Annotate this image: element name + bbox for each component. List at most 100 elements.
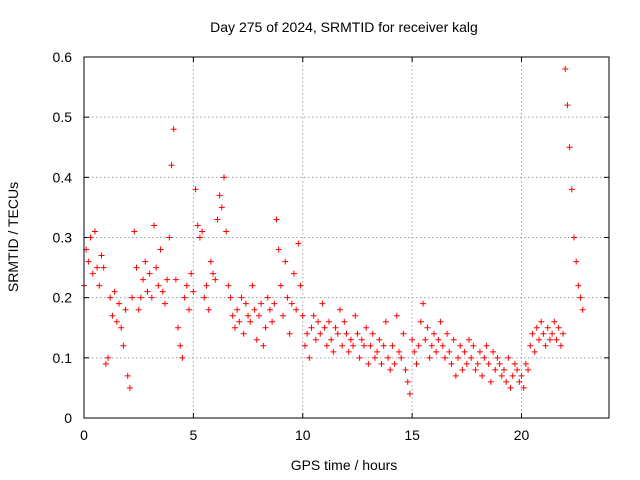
data-point (540, 330, 547, 337)
data-points (81, 66, 586, 397)
data-point (210, 270, 217, 277)
data-point (328, 336, 335, 343)
data-point (575, 282, 582, 289)
data-point (511, 360, 518, 367)
data-point (343, 330, 350, 337)
data-point (579, 306, 586, 313)
data-point (89, 270, 96, 277)
data-point (111, 288, 118, 295)
data-point (435, 336, 442, 343)
data-point (356, 354, 363, 361)
data-point (205, 306, 212, 313)
data-point (109, 312, 116, 319)
data-point (273, 216, 280, 223)
plot-frame (83, 56, 610, 419)
data-point (389, 342, 396, 349)
data-point (293, 306, 300, 313)
data-point (280, 312, 287, 319)
data-point (503, 378, 510, 385)
x-tick-label: 15 (404, 427, 420, 443)
data-point (393, 312, 400, 319)
data-point (113, 318, 120, 325)
data-point (557, 342, 564, 349)
data-point (363, 324, 370, 331)
data-point (291, 270, 297, 277)
data-point (391, 360, 398, 367)
data-point (190, 288, 197, 295)
data-point (179, 354, 186, 361)
data-point (450, 336, 457, 343)
data-point (420, 300, 427, 307)
data-point (546, 336, 553, 343)
data-point (459, 366, 466, 373)
data-point (105, 354, 112, 361)
data-point (247, 318, 254, 325)
data-point (555, 324, 562, 331)
data-point (376, 336, 383, 343)
data-point (275, 246, 282, 253)
data-point (172, 276, 179, 283)
data-point (422, 336, 429, 343)
data-point (461, 348, 468, 355)
data-point (533, 324, 540, 331)
data-point (472, 366, 479, 373)
data-point (85, 258, 92, 265)
data-point (448, 360, 455, 367)
data-point (236, 318, 243, 325)
x-tick-label: 0 (80, 427, 88, 443)
data-point (122, 306, 129, 313)
data-point (288, 300, 295, 307)
data-point (116, 300, 122, 307)
data-point (501, 366, 507, 373)
data-point (474, 360, 481, 367)
data-point (148, 294, 155, 301)
y-tick-label: 0.4 (53, 169, 73, 185)
data-point (315, 318, 322, 325)
data-point (234, 306, 241, 313)
data-point (168, 162, 175, 169)
data-point (566, 144, 573, 151)
data-point (140, 276, 147, 283)
data-point (177, 342, 184, 349)
data-point (509, 372, 516, 379)
data-point (238, 294, 245, 301)
data-point (367, 342, 374, 349)
data-point (428, 342, 435, 349)
data-point (323, 342, 330, 349)
data-point (201, 294, 208, 301)
data-point (242, 300, 249, 307)
data-point (96, 282, 103, 289)
data-point (299, 312, 306, 319)
data-point (271, 300, 278, 307)
data-point (100, 264, 107, 271)
data-point (441, 354, 448, 361)
y-tick-label: 0 (64, 410, 72, 426)
data-point (251, 306, 258, 313)
data-point (446, 348, 453, 355)
data-point (312, 336, 319, 343)
data-point (153, 264, 160, 271)
y-tick-label: 0.3 (53, 230, 73, 246)
data-point (87, 234, 94, 241)
data-point (470, 342, 477, 349)
data-point (468, 354, 475, 361)
data-point (568, 186, 575, 193)
data-point (380, 342, 387, 349)
data-point (424, 324, 431, 331)
data-point (297, 282, 304, 289)
data-point (212, 276, 219, 283)
data-point (527, 342, 534, 349)
data-point (358, 336, 365, 343)
y-tick-label: 0.2 (53, 290, 73, 306)
data-point (409, 336, 416, 343)
data-point (560, 330, 567, 337)
data-point (339, 342, 346, 349)
data-point (227, 294, 234, 301)
data-point (406, 390, 413, 397)
data-point (330, 348, 337, 355)
data-point (498, 372, 505, 379)
data-point (514, 366, 521, 373)
data-point (175, 324, 182, 331)
data-point (487, 378, 494, 385)
